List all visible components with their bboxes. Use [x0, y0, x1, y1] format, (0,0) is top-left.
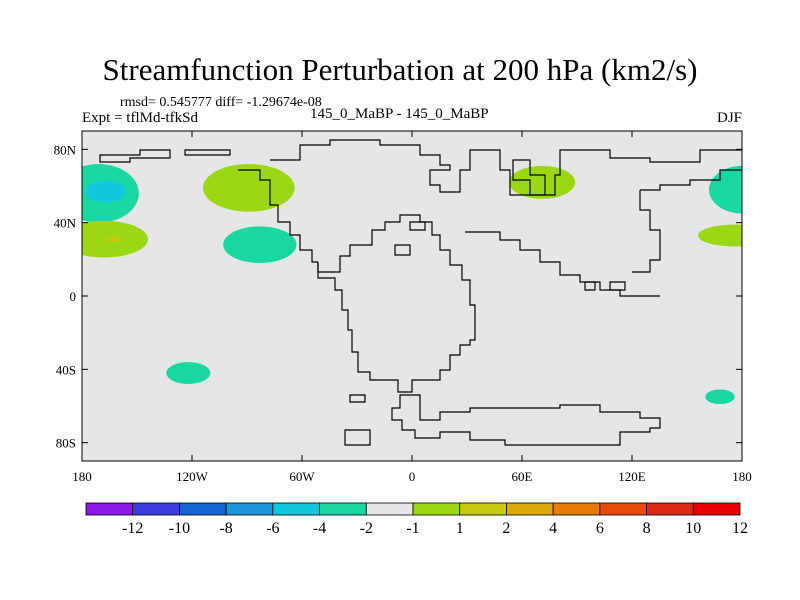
coastline — [270, 139, 742, 196]
case-label: 145_0_MaBP - 145_0_MaBP — [310, 106, 489, 122]
colorbar-label: -1 — [406, 520, 419, 537]
coastline — [99, 149, 171, 163]
coastline — [391, 394, 661, 446]
colorbar-swatch — [179, 502, 227, 516]
coastline — [409, 221, 426, 231]
colorbar: -12 -10 -8 -6 -4 -2 -1 1 2 4 6 8 10 12 — [85, 502, 748, 537]
colorbar-swatch — [272, 502, 320, 516]
colorbar-swatch — [412, 502, 461, 516]
coastline — [317, 262, 420, 393]
coastline — [512, 159, 546, 196]
coastlines — [99, 139, 742, 446]
colorbar-label: -2 — [360, 520, 373, 537]
colorbar-label: -4 — [313, 520, 326, 537]
coastline — [344, 429, 371, 446]
anomaly-region — [203, 164, 295, 212]
coastline — [238, 169, 318, 263]
coastline — [640, 169, 742, 191]
colorbar-label: -6 — [266, 520, 279, 537]
x-tick-label: 0 — [409, 469, 416, 484]
colorbar-swatch — [132, 502, 180, 516]
colorbar-label: 10 — [685, 520, 701, 537]
x-tick-label: 120W — [176, 469, 209, 484]
anomaly-region — [709, 165, 742, 214]
colorbar-label: 4 — [549, 520, 557, 537]
colorbar-swatch — [692, 502, 741, 516]
colorbar-label: 8 — [643, 520, 651, 537]
coastline — [632, 190, 661, 273]
colorbar-swatch — [646, 502, 694, 516]
colorbar-label: 12 — [732, 520, 748, 537]
anomaly-region — [85, 180, 126, 203]
y-tick-label: 80N — [54, 142, 77, 157]
colorbar-label: 6 — [596, 520, 604, 537]
axis-ticks: 180 120W 60W 0 60E 120E 180 80N 40N 0 40S 80S — [54, 131, 752, 484]
anomaly-region — [105, 236, 121, 242]
colorbar-swatch — [319, 502, 367, 516]
colorbar-swatch — [85, 502, 134, 516]
colorbar-label: -10 — [169, 520, 190, 537]
y-tick-label: 0 — [70, 289, 77, 304]
coastline — [317, 214, 476, 381]
colorbar-label: -12 — [122, 520, 143, 537]
x-tick-label: 60W — [289, 469, 315, 484]
coastline — [184, 149, 231, 156]
coastline — [394, 244, 411, 256]
colorbar-label: 1 — [456, 520, 464, 537]
y-tick-label: 40S — [56, 362, 76, 377]
anomaly-contours — [82, 164, 742, 405]
colorbar-label: 2 — [502, 520, 510, 537]
coastline — [609, 281, 626, 291]
colorbar-swatch — [552, 502, 601, 516]
chart-title: Streamfunction Perturbation at 200 hPa (… — [102, 52, 698, 87]
x-tick-label: 180 — [732, 469, 752, 484]
colorbar-swatch — [225, 502, 274, 516]
colorbar-swatch — [599, 502, 647, 516]
y-tick-label: 80S — [56, 436, 76, 451]
colorbar-label: -8 — [219, 520, 232, 537]
season-label: DJF — [716, 110, 742, 126]
anomaly-region — [698, 224, 742, 247]
colorbar-swatch — [506, 502, 554, 516]
x-tick-label: 60E — [512, 469, 533, 484]
coastline — [584, 281, 596, 291]
experiment-label: Expt = tflMd-tfkSd — [82, 110, 198, 126]
anomaly-region — [705, 389, 735, 405]
colorbar-swatch — [459, 502, 507, 516]
stats-label: rmsd= 0.545777 diff= -1.29674e-08 — [120, 95, 322, 110]
anomaly-region — [223, 226, 297, 263]
x-tick-label: 120E — [618, 469, 646, 484]
colorbar-swatch — [365, 502, 414, 516]
anomaly-region — [166, 362, 211, 384]
anomaly-region — [509, 165, 576, 199]
y-tick-label: 40N — [54, 216, 77, 231]
coastline — [349, 394, 366, 403]
x-tick-label: 180 — [72, 469, 92, 484]
